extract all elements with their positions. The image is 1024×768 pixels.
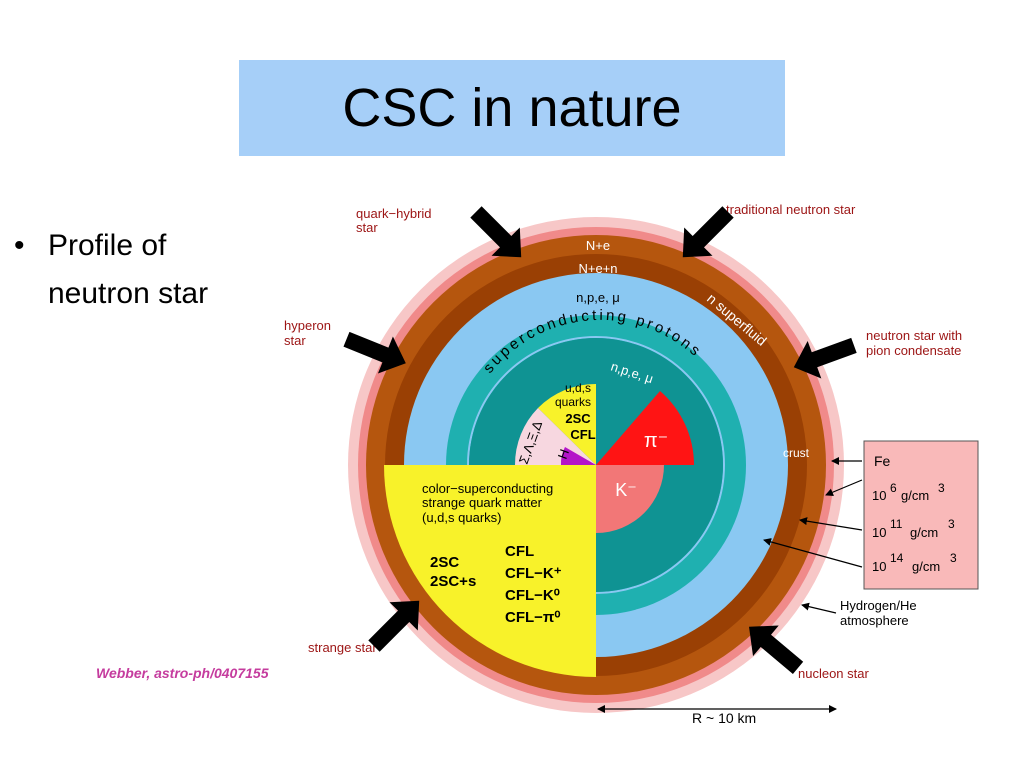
pion-sector <box>596 391 694 465</box>
core-label-quarks: quarks <box>555 395 591 409</box>
quark-matter-quadrant <box>384 465 596 677</box>
density-2-unit-exp: 3 <box>948 517 955 531</box>
density-1-unit-exp: 3 <box>938 481 945 495</box>
phase-cfl-pi0: CFL−π⁰ <box>505 609 560 626</box>
h-dibaryon-sector <box>560 447 596 465</box>
pointer-density1-icon <box>825 479 863 496</box>
arrow-strange-icon <box>368 600 420 652</box>
layer-label-n-e: N+e <box>586 238 610 253</box>
core-label-2sc: 2SC <box>565 411 591 426</box>
quark-matter-line1: color−superconducting <box>422 481 553 496</box>
density-box <box>863 440 979 590</box>
density-3-exp: 14 <box>890 551 904 565</box>
arrow-traditional-icon <box>682 206 734 258</box>
core-label-k-minus: K⁻ <box>615 480 637 500</box>
bullet-dot-icon: • <box>14 229 25 262</box>
bullet-text-2: neutron star <box>48 277 209 310</box>
phase-cfl: CFL <box>505 543 534 560</box>
density-1-exp: 6 <box>890 481 897 495</box>
core-label-cfl: CFL <box>570 427 595 442</box>
density-3-base: 10 <box>872 559 886 574</box>
label-crust: crust <box>783 446 810 460</box>
bullet-text-1: Profile of <box>48 229 167 262</box>
phase-2sc-s: 2SC+s <box>430 573 476 590</box>
density-2-exp: 11 <box>890 517 903 531</box>
phase-cfl-k0: CFL−K⁰ <box>505 587 560 604</box>
bullet-item: • Profile of <box>14 222 208 270</box>
layer-label-npe-mu-outer: n,p,e, μ <box>576 290 620 305</box>
label-quark-hybrid-star-1: quark−hybrid <box>356 206 432 221</box>
pointer-hydrogen-icon <box>801 602 837 614</box>
label-hyperon-star-2: star <box>284 333 306 348</box>
phase-cfl-k-plus: CFL−K⁺ <box>505 565 562 582</box>
core-label-uds: u,d,s <box>565 381 591 395</box>
bullet-list: • Profile of neutron star <box>14 222 208 318</box>
quark-matter-line2: strange quark matter <box>422 495 543 510</box>
density-3-unit-exp: 3 <box>950 551 957 565</box>
layer-label-n-e-n: N+e+n <box>578 261 617 276</box>
density-1-base: 10 <box>872 488 886 503</box>
citation: Webber, astro-ph/0407155 <box>96 665 269 681</box>
label-strange-star: strange star <box>308 640 377 655</box>
arrow-hyperon-icon <box>343 331 406 374</box>
quark-matter-line3: (u,d,s quarks) <box>422 510 501 525</box>
phase-2sc: 2SC <box>430 554 459 571</box>
label-traditional-neutron-star: traditional neutron star <box>726 202 856 217</box>
label-nucleon-star: nucleon star <box>798 666 869 681</box>
pointer-density2-icon <box>799 517 863 531</box>
label-hydrogen-1: Hydrogen/He <box>840 598 917 613</box>
density-2-unit: g/cm <box>910 525 938 540</box>
label-neutron-pion-2: pion condensate <box>866 343 961 358</box>
hyperon-sector <box>514 408 596 465</box>
density-3-unit: g/cm <box>912 559 940 574</box>
label-hyperon-star-1: hyperon <box>284 318 331 333</box>
label-hydrogen-2: atmosphere <box>840 613 909 628</box>
label-neutron-pion-1: neutron star with <box>866 328 962 343</box>
label-radius: R ~ 10 km <box>692 710 756 726</box>
density-fe: Fe <box>874 453 891 469</box>
kaon-sector <box>596 465 664 533</box>
title-box: CSC in nature <box>239 60 785 156</box>
arrow-nucleon-icon <box>749 625 804 674</box>
density-1-unit: g/cm <box>901 488 929 503</box>
pointer-density3-icon <box>763 538 863 568</box>
uds-quark-sector <box>538 383 596 465</box>
arrow-pion-icon <box>793 337 857 379</box>
density-2-base: 10 <box>872 525 886 540</box>
label-quark-hybrid-star-2: star <box>356 220 378 235</box>
arrow-quark-hybrid-icon <box>470 206 522 258</box>
slide-title: CSC in nature <box>342 78 682 138</box>
core-label-pi-minus: π⁻ <box>644 430 668 452</box>
